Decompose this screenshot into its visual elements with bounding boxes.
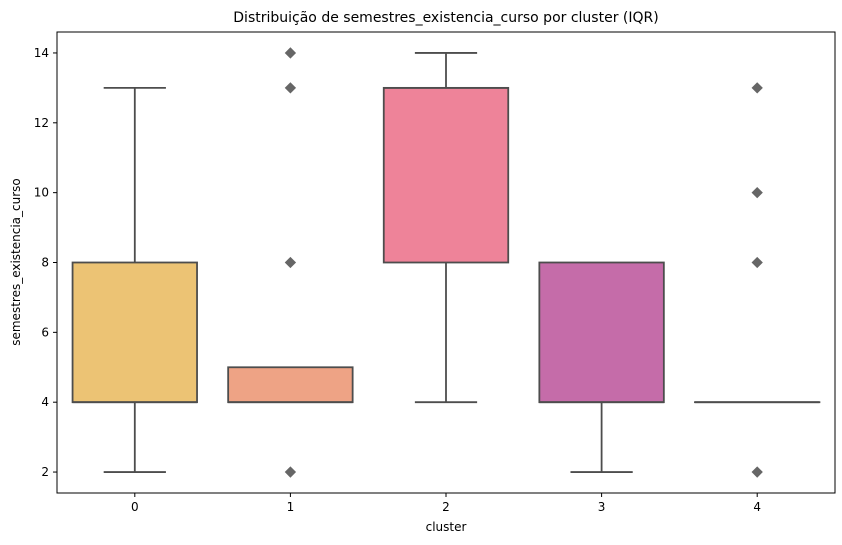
x-tick-label: 1	[287, 500, 295, 514]
box-cluster-1	[227, 366, 354, 404]
y-tick-label: 6	[41, 325, 49, 339]
y-tick-label: 2	[41, 465, 49, 479]
outlier-point	[751, 186, 763, 199]
box-cluster-0	[71, 261, 198, 404]
x-tick-label: 4	[753, 500, 761, 514]
x-axis-label: cluster	[426, 520, 467, 534]
outlier-point	[751, 466, 763, 478]
x-tick-label: 2	[442, 500, 450, 514]
outlier-point	[284, 82, 297, 94]
x-tick-label: 0	[131, 500, 139, 514]
x-tick-label: 3	[598, 500, 606, 514]
y-tick-label: 4	[41, 395, 49, 409]
outlier-point	[751, 82, 763, 94]
box-cluster-2	[382, 86, 510, 264]
y-tick-label: 10	[34, 186, 49, 200]
chart-title: Distribuição de semestres_existencia_cur…	[233, 10, 658, 26]
box-cluster-3	[538, 261, 665, 404]
outlier-point	[284, 47, 297, 59]
y-tick-label: 8	[41, 256, 49, 270]
y-tick-label: 12	[34, 116, 49, 130]
y-tick-label: 14	[34, 46, 49, 60]
outlier-point	[284, 466, 297, 478]
outlier-point	[751, 256, 763, 269]
outlier-point	[284, 256, 297, 269]
y-axis-label: semestres_existencia_curso	[9, 178, 23, 346]
